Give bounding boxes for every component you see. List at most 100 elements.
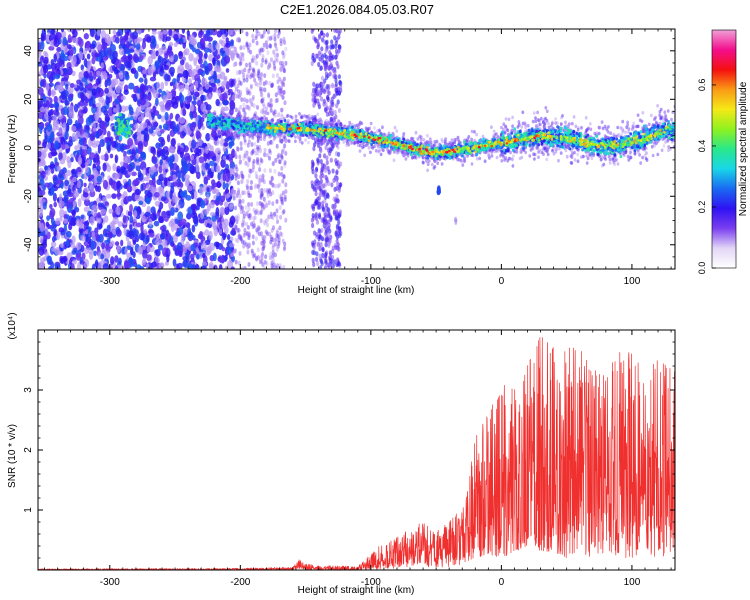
spectrum-point <box>200 38 206 45</box>
spectrum-point <box>278 60 282 66</box>
spectrum-point <box>212 57 216 65</box>
spectrum-point <box>196 253 200 260</box>
spectrum-point <box>59 208 65 218</box>
spectrum-point <box>248 215 252 221</box>
spectrum-point <box>283 143 287 149</box>
spectrum-point <box>183 48 190 56</box>
spectrum-point <box>316 142 321 148</box>
spectrum-point <box>168 41 174 47</box>
spectrum-point <box>275 214 279 220</box>
spectrum-point <box>337 34 341 40</box>
spectrum-point <box>169 112 174 120</box>
spectrum-point <box>312 102 316 109</box>
spectrum-point <box>96 154 100 163</box>
spectrum-point <box>264 59 268 65</box>
spectrum-point <box>283 40 287 46</box>
spectrum-point <box>46 123 53 133</box>
spectrum-point <box>251 33 255 39</box>
spectrum-point <box>332 67 336 73</box>
spectrum-point <box>71 235 76 244</box>
spectrum-point <box>250 202 254 207</box>
spectrum-point <box>102 228 108 237</box>
spectrum-point <box>168 236 174 244</box>
spectrum-point <box>119 116 123 121</box>
spectrum-point <box>242 77 246 83</box>
spectrum-point <box>50 261 55 269</box>
spectrum-point <box>77 180 81 189</box>
spectrum-point <box>279 67 283 73</box>
spectrum-point <box>139 55 144 60</box>
spectrum-point <box>189 253 195 260</box>
spectrum-point <box>324 253 328 259</box>
spectrum-point <box>224 206 230 216</box>
spectrum-point <box>128 229 135 240</box>
spectrum-point <box>107 144 111 154</box>
spectrum-point <box>140 223 144 234</box>
spectrum-point <box>570 121 574 126</box>
spectrum-point <box>270 103 274 108</box>
spectrum-point <box>168 155 175 163</box>
spectrum-point <box>201 77 208 87</box>
spectrum-point <box>229 202 235 208</box>
spectrum-point <box>284 46 288 52</box>
spectrum-point <box>263 87 267 93</box>
spectrum-point <box>39 236 43 244</box>
spectrum-point <box>112 65 116 72</box>
spectrum-point <box>46 255 52 263</box>
spectrum-point <box>142 121 148 129</box>
spectrum-point <box>279 88 283 94</box>
spectrum-point <box>226 234 231 241</box>
spectrum-point <box>249 49 253 55</box>
spectrum-point <box>194 91 200 98</box>
spectrum-point <box>173 53 179 63</box>
spectrum-point <box>246 179 250 184</box>
spectrum-point <box>276 233 280 239</box>
spectrum-point <box>259 259 262 265</box>
spectrum-point <box>223 168 230 175</box>
spectrum-point <box>112 216 119 225</box>
spectrum-point <box>238 61 242 67</box>
spectrum-point <box>264 40 268 46</box>
spectrum-point <box>247 173 251 179</box>
spectrum-point <box>145 95 152 100</box>
spectrum-point <box>311 222 315 229</box>
spectrum-point <box>321 247 325 253</box>
spectrum-point <box>156 147 163 157</box>
spectrum-point <box>62 122 67 132</box>
spectrum-point <box>39 125 43 135</box>
spectrum-point <box>645 151 648 155</box>
spectrum-point <box>271 257 275 263</box>
spectrum-point <box>239 89 243 95</box>
spectrum-point <box>318 153 322 159</box>
spectrum-point <box>265 44 269 50</box>
spectrum-point <box>138 77 144 83</box>
spectrum-point <box>276 73 279 78</box>
spectrum-point <box>250 142 254 147</box>
spectrum-point <box>331 83 335 89</box>
spectrum-point <box>46 215 51 221</box>
spectrum-point <box>332 177 336 183</box>
spectrum-point <box>662 144 666 148</box>
spectrum-point <box>492 129 496 134</box>
spectrum-point <box>278 225 282 231</box>
spectrum-point <box>470 129 474 134</box>
spectrum-point <box>251 38 255 44</box>
spectrum-point <box>261 58 265 63</box>
spectrum-point <box>157 244 164 251</box>
spectrum-point <box>245 42 249 47</box>
spectrum-point <box>246 72 250 77</box>
spectrum-point <box>85 40 91 49</box>
spectrum-point <box>282 209 286 214</box>
spectrum-point <box>272 225 275 231</box>
spectrum-point <box>323 220 328 226</box>
spectrum-point <box>255 60 259 66</box>
spectrum-point <box>88 174 95 180</box>
spectrum-point <box>421 160 425 165</box>
spectrum-point <box>326 96 330 103</box>
spectrum-point <box>89 216 96 224</box>
spectrum-point <box>135 42 141 50</box>
spectrum-point <box>315 232 319 238</box>
spectrum-point <box>263 73 267 78</box>
spectrum-point <box>253 215 257 221</box>
spectrum-point <box>98 233 104 243</box>
